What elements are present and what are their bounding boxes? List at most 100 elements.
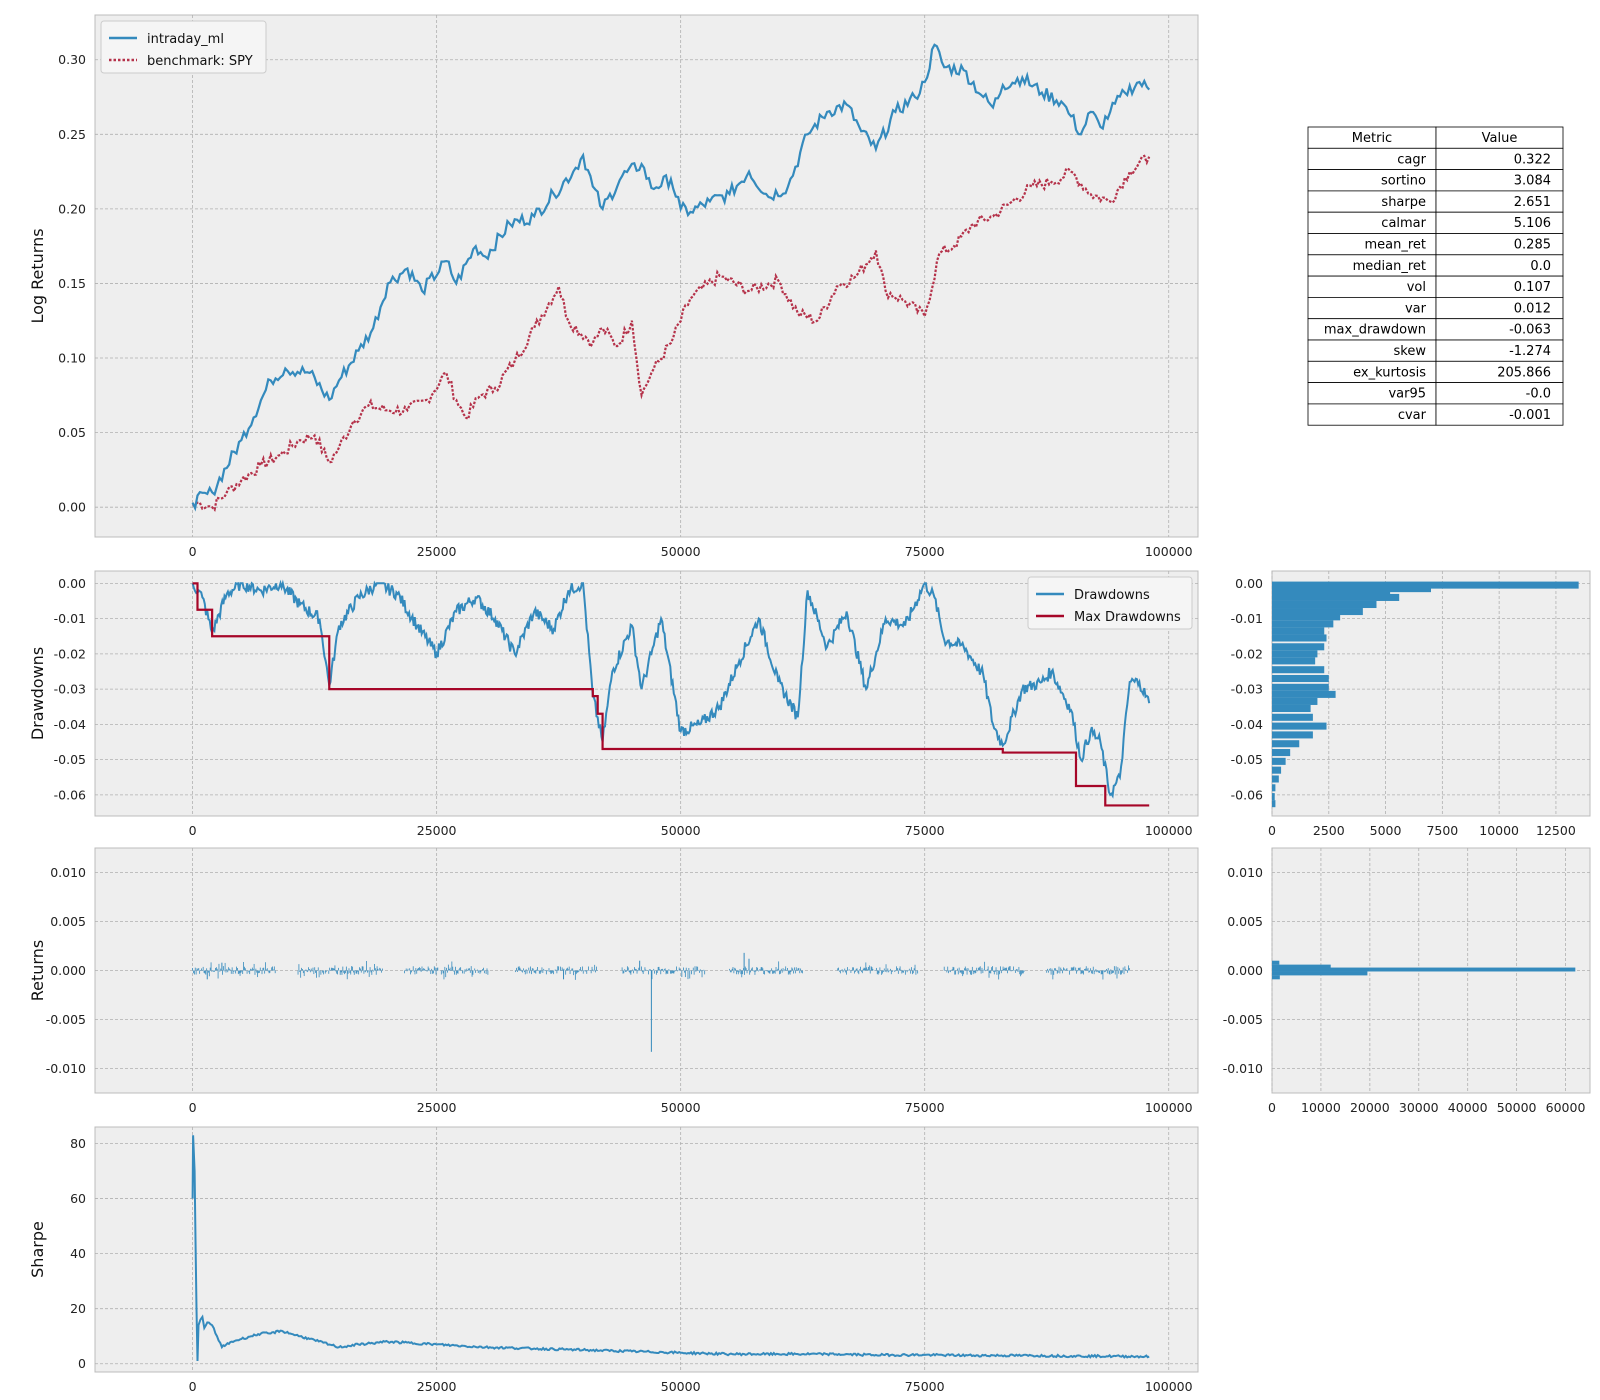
x-tick-label: 10000 <box>1479 823 1519 838</box>
x-tick-label: 50000 <box>661 1379 701 1394</box>
y-tick-label: 0.25 <box>58 127 86 142</box>
histogram-bar <box>1272 600 1377 609</box>
histogram-bar <box>1272 731 1313 739</box>
y-tick-label: 0.010 <box>1227 865 1263 880</box>
histogram-bar <box>1272 967 1576 972</box>
log_returns-panel: 0 25000 50000 75000 100000 0.00 0.05 0.10 0.15 0.… <box>28 14 1199 559</box>
y-axis-label: Drawdowns <box>28 647 47 740</box>
table-metric-value: -0.001 <box>1509 408 1551 423</box>
histogram-bar <box>1272 608 1363 616</box>
y-tick-label: -0.010 <box>46 1061 86 1076</box>
y-tick-label: 0.00 <box>1235 576 1263 591</box>
histogram-bar <box>1272 613 1341 621</box>
histogram-bar <box>1272 971 1368 976</box>
x-tick-label: 25000 <box>417 1379 457 1394</box>
histogram-bars <box>1272 581 1579 808</box>
y-tick-label: -0.06 <box>54 787 86 802</box>
histogram-bar <box>1272 784 1276 792</box>
x-tick-label: 7500 <box>1426 823 1458 838</box>
table-metric-name: mean_ret <box>1364 238 1426 253</box>
x-tick-label: 12500 <box>1536 823 1576 838</box>
histogram-bar <box>1272 666 1325 674</box>
table-metric-value: 205.866 <box>1497 365 1551 380</box>
drawdowns-panel: 0 25000 50000 75000 100000 0.00 -0.01 -0.02 -0.0… <box>28 570 1199 838</box>
y-tick-label: 0 <box>78 1356 86 1371</box>
table-metric-name: median_ret <box>1353 259 1426 274</box>
table-metric-name: vol <box>1407 280 1426 295</box>
returns_hist-panel: 0 10000 20000 30000 40000 50000 60000 0.010 0.00… <box>1223 847 1591 1115</box>
series-intraday-ml <box>191 43 1151 512</box>
histogram-bar <box>1272 585 1431 593</box>
x-tick-label: 75000 <box>905 823 945 838</box>
y-tick-label: 0.30 <box>58 52 86 67</box>
y-tick-label: -0.04 <box>54 717 86 732</box>
series-sharpe <box>191 1135 1150 1362</box>
x-tick-label: 50000 <box>1497 1100 1537 1115</box>
y-tick-label: 0.05 <box>58 425 86 440</box>
table-metric-value: 0.322 <box>1514 152 1551 167</box>
histogram-bar <box>1272 650 1318 658</box>
table-metric-value: 0.285 <box>1514 238 1551 253</box>
y-tick-label: 40 <box>70 1246 86 1261</box>
histogram-bar <box>1272 674 1329 683</box>
x-tick-label: 100000 <box>1145 823 1193 838</box>
series-drawdowns <box>191 579 1151 799</box>
series-max-drawdowns <box>192 582 1150 807</box>
series-benchmark-spy <box>192 154 1151 512</box>
table-metric-name: skew <box>1394 344 1427 359</box>
x-tick-label: 50000 <box>661 823 701 838</box>
x-tick-label: 50000 <box>661 1100 701 1115</box>
histogram-bar <box>1272 766 1282 774</box>
x-tick-label: 20000 <box>1350 1100 1390 1115</box>
table-metric-name: sharpe <box>1381 195 1426 210</box>
x-tick-label: 0 <box>189 544 197 559</box>
legend-label: Max Drawdowns <box>1074 610 1181 625</box>
table-metric-name: var95 <box>1388 387 1426 402</box>
table-metric-value: -1.274 <box>1509 344 1551 359</box>
histogram-bar <box>1272 793 1275 801</box>
x-tick-label: 25000 <box>417 544 457 559</box>
table-header-metric: Metric <box>1352 131 1392 146</box>
y-axis-label: Returns <box>28 940 47 1001</box>
y-tick-label: 0.00 <box>58 576 86 591</box>
histogram-bar <box>1272 588 1391 596</box>
histogram-bar <box>1272 593 1400 601</box>
log_returns-plot-area <box>94 14 1199 538</box>
y-tick-label: -0.02 <box>54 646 86 661</box>
table-metric-value: -0.063 <box>1509 323 1551 338</box>
y-tick-label: 0.000 <box>50 963 86 978</box>
legend: intraday_ml benchmark: SPY <box>100 20 267 74</box>
table-cell-value <box>1435 403 1564 426</box>
histogram-bar <box>1272 964 1331 969</box>
y-tick-label: 0.15 <box>58 276 86 291</box>
y-tick-label: -0.010 <box>1223 1061 1263 1076</box>
table-metric-name: cagr <box>1397 152 1426 167</box>
histogram-bars <box>1272 960 1576 980</box>
x-tick-label: 0 <box>1268 823 1276 838</box>
x-tick-label: 75000 <box>905 1100 945 1115</box>
table-header-value: Value <box>1482 131 1518 146</box>
y-tick-label: 0.000 <box>1227 963 1263 978</box>
table-metric-name: cvar <box>1398 408 1427 423</box>
table-metric-name: sortino <box>1381 174 1426 189</box>
y-axis-label: Log Returns <box>28 228 47 323</box>
table-metric-value: 5.106 <box>1514 216 1551 231</box>
x-tick-label: 60000 <box>1546 1100 1586 1115</box>
y-tick-label: -0.05 <box>54 752 86 767</box>
sharpe-panel: 0 25000 50000 75000 100000 0 20 40 60 80 Sharpe <box>28 1126 1199 1394</box>
legend-label: Drawdowns <box>1074 588 1150 603</box>
histogram-bar <box>1272 713 1313 721</box>
y-tick-label: 0.010 <box>50 865 86 880</box>
histogram-bar <box>1272 749 1291 757</box>
x-tick-label: 10000 <box>1301 1100 1341 1115</box>
drawdowns-plot-area <box>94 570 1199 817</box>
x-tick-label: 0 <box>189 1100 197 1115</box>
y-tick-label: -0.005 <box>46 1012 86 1027</box>
table-metric-name: calmar <box>1381 216 1426 231</box>
y-tick-label: -0.01 <box>1231 611 1263 626</box>
x-tick-label: 0 <box>1268 1100 1276 1115</box>
histogram-bar <box>1272 627 1325 635</box>
x-tick-label: 0 <box>189 1379 197 1394</box>
x-tick-label: 75000 <box>905 544 945 559</box>
